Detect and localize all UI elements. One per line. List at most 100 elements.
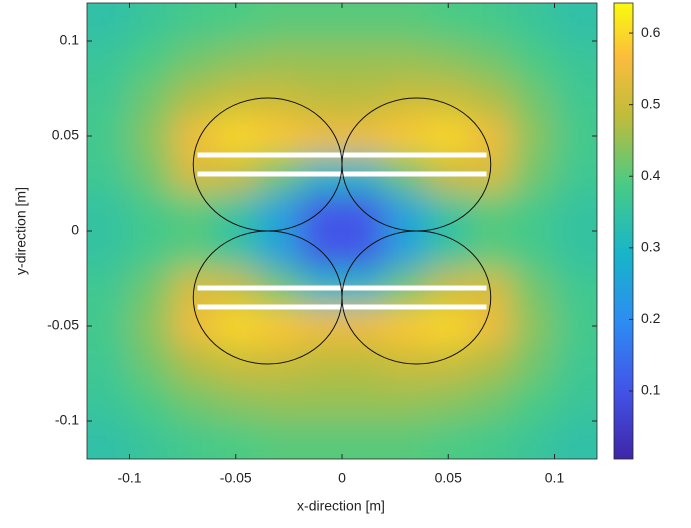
colorbar-tick-label: 0.6 <box>641 24 661 40</box>
heat-cell <box>257 193 300 232</box>
y-tick-label: 0.1 <box>60 32 80 48</box>
heat-cell <box>512 421 555 459</box>
heat-cell <box>299 383 343 422</box>
heat-cell <box>512 269 555 308</box>
heat-cell <box>469 3 513 42</box>
heat-cell <box>554 231 597 270</box>
heat-cell <box>384 383 428 422</box>
heat-cell <box>214 307 258 346</box>
heat-cell <box>129 155 173 194</box>
heat-cell <box>342 307 385 346</box>
heat-cell <box>554 307 597 346</box>
heat-cell <box>342 3 385 42</box>
heat-cell <box>214 193 258 232</box>
heat-cell <box>87 383 130 422</box>
heat-cell <box>172 307 215 346</box>
colorbar-tick-label: 0.3 <box>641 239 661 255</box>
y-tick-label: -0.05 <box>47 317 79 333</box>
x-tick-label: 0.05 <box>435 470 462 486</box>
x-tick-label: 0 <box>338 470 346 486</box>
heat-cell <box>257 41 300 80</box>
heat-cell <box>512 117 555 156</box>
heat-cell <box>129 41 173 80</box>
heat-cell <box>384 231 428 270</box>
heat-cell <box>214 421 258 459</box>
heat-cell <box>342 41 385 80</box>
heat-cell <box>469 193 513 232</box>
heat-cell <box>129 79 173 118</box>
heat-cell <box>299 117 343 156</box>
heat-cell <box>512 345 555 384</box>
heat-cell <box>172 41 215 80</box>
heat-cell <box>427 41 470 80</box>
heat-cell <box>129 421 173 459</box>
heat-cell <box>427 79 470 118</box>
heat-cell <box>512 193 555 232</box>
heat-cell <box>512 79 555 118</box>
heat-cell <box>172 383 215 422</box>
heat-cell <box>554 193 597 232</box>
heat-cell <box>257 117 300 156</box>
heat-cell <box>469 231 513 270</box>
heat-cell <box>129 269 173 308</box>
heat-cell <box>342 79 385 118</box>
heat-cell <box>87 231 130 270</box>
heat-cell <box>87 307 130 346</box>
heat-cell <box>299 345 343 384</box>
colorbar <box>613 2 634 460</box>
heat-cell <box>554 155 597 194</box>
heat-cell <box>384 193 428 232</box>
heat-cell <box>427 383 470 422</box>
heat-cell <box>214 41 258 80</box>
heat-cell <box>342 421 385 459</box>
heat-cell <box>554 421 597 459</box>
heat-cell <box>129 231 173 270</box>
heat-cell <box>172 231 215 270</box>
heat-cell <box>469 345 513 384</box>
heat-cell <box>469 41 513 80</box>
x-tick-label: -0.1 <box>117 470 141 486</box>
heat-cell <box>469 383 513 422</box>
heat-cell <box>469 421 513 459</box>
heat-cell <box>384 41 428 80</box>
heat-cell <box>384 421 428 459</box>
heat-cell <box>87 421 130 459</box>
x-tick-label: -0.05 <box>220 470 252 486</box>
colorbar-tick-label: 0.1 <box>641 382 661 398</box>
heat-cell <box>554 117 597 156</box>
heat-cell <box>87 269 130 308</box>
x-axis-label: x-direction [m] <box>297 498 385 514</box>
heat-cell <box>129 117 173 156</box>
heat-cell <box>512 41 555 80</box>
heat-cell <box>257 307 300 346</box>
heat-cell <box>87 345 130 384</box>
heat-cell <box>299 421 343 459</box>
heat-cell <box>384 307 428 346</box>
heat-cell <box>384 117 428 156</box>
heat-cell <box>214 79 258 118</box>
heat-cell <box>554 41 597 80</box>
heat-cell <box>87 117 130 156</box>
heat-cell <box>469 79 513 118</box>
heat-cell <box>512 307 555 346</box>
heat-cell <box>427 3 470 42</box>
heat-cell <box>299 231 343 270</box>
heat-cell <box>554 3 597 42</box>
heat-cell <box>87 155 130 194</box>
heat-cell <box>512 383 555 422</box>
heat-cell <box>469 307 513 346</box>
heat-cell <box>257 3 300 42</box>
heat-cell <box>129 307 173 346</box>
heat-cell <box>87 41 130 80</box>
heat-cell <box>299 3 343 42</box>
heat-cell <box>299 41 343 80</box>
x-tick-label: 0.1 <box>545 470 565 486</box>
heat-cell <box>172 345 215 384</box>
heat-cell <box>214 345 258 384</box>
heat-cell <box>172 3 215 42</box>
heat-cell <box>129 345 173 384</box>
heat-cell <box>554 269 597 308</box>
heat-cell <box>172 117 215 156</box>
heat-cell <box>172 193 215 232</box>
heat-cell <box>129 193 173 232</box>
